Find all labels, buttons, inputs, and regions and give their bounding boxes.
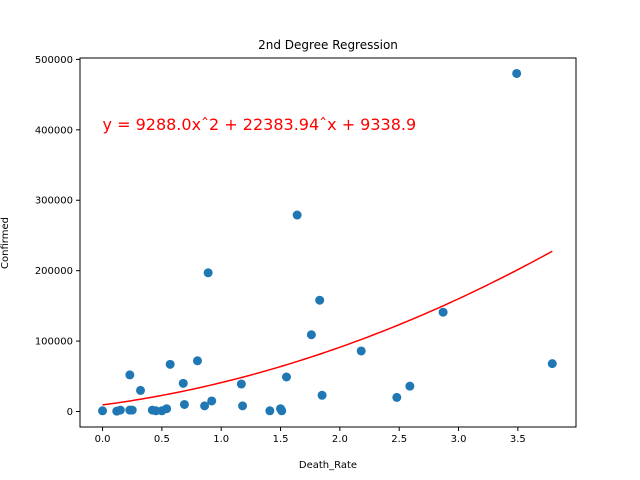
data-point	[292, 210, 302, 220]
y-tick-label: 0	[67, 407, 73, 418]
data-point	[315, 295, 325, 305]
data-point	[192, 356, 202, 366]
data-point	[178, 378, 188, 388]
data-point	[547, 359, 557, 369]
x-axis-label: Death_Rate	[299, 460, 357, 471]
x-tick-label: 1.5	[273, 434, 289, 445]
data-point	[179, 399, 189, 409]
data-point	[98, 406, 108, 416]
plot-frame	[79, 57, 577, 428]
x-axis-ticks: 0.0 0.5 1.0 1.5 2.0 2.5 3.0 3.5	[95, 427, 526, 445]
x-tick-label: 0.0	[95, 434, 111, 445]
data-point	[238, 401, 248, 411]
y-tick-label: 400000	[35, 125, 73, 136]
data-point	[317, 390, 327, 400]
x-tick-label: 0.5	[154, 434, 170, 445]
data-point	[265, 406, 275, 416]
x-tick-label: 1.0	[213, 434, 229, 445]
x-tick-label: 2.0	[332, 434, 348, 445]
x-tick-label: 3.0	[451, 434, 467, 445]
data-point	[405, 381, 415, 391]
data-point	[200, 401, 210, 411]
data-point	[306, 330, 316, 340]
x-tick-label: 3.5	[510, 434, 526, 445]
data-point	[165, 359, 175, 369]
data-points	[98, 68, 557, 416]
y-tick-label: 300000	[35, 196, 73, 207]
y-axis-ticks: 0 100000 200000 300000 400000 500000	[35, 55, 80, 418]
data-point	[281, 372, 291, 382]
data-point	[203, 268, 213, 278]
data-point	[512, 68, 522, 78]
data-point	[125, 370, 135, 380]
data-point	[162, 404, 172, 414]
data-point	[136, 385, 146, 395]
y-tick-label: 200000	[35, 266, 73, 277]
x-tick-label: 2.5	[391, 434, 407, 445]
data-point	[438, 307, 448, 317]
data-point	[207, 396, 217, 406]
data-point	[236, 379, 246, 389]
data-point	[115, 405, 125, 415]
regression-equation: y = 9288.0xˆ2 + 22383.94ˆx + 9338.9	[103, 115, 417, 134]
y-axis-label: Confirmed	[0, 217, 11, 269]
data-point	[127, 405, 137, 415]
y-tick-label: 500000	[35, 55, 73, 66]
data-point	[277, 406, 287, 416]
chart-title: 2nd Degree Regression	[258, 38, 398, 52]
data-point	[356, 346, 366, 356]
data-point	[392, 392, 402, 402]
regression-curve	[102, 250, 553, 406]
y-tick-label: 100000	[35, 337, 73, 348]
